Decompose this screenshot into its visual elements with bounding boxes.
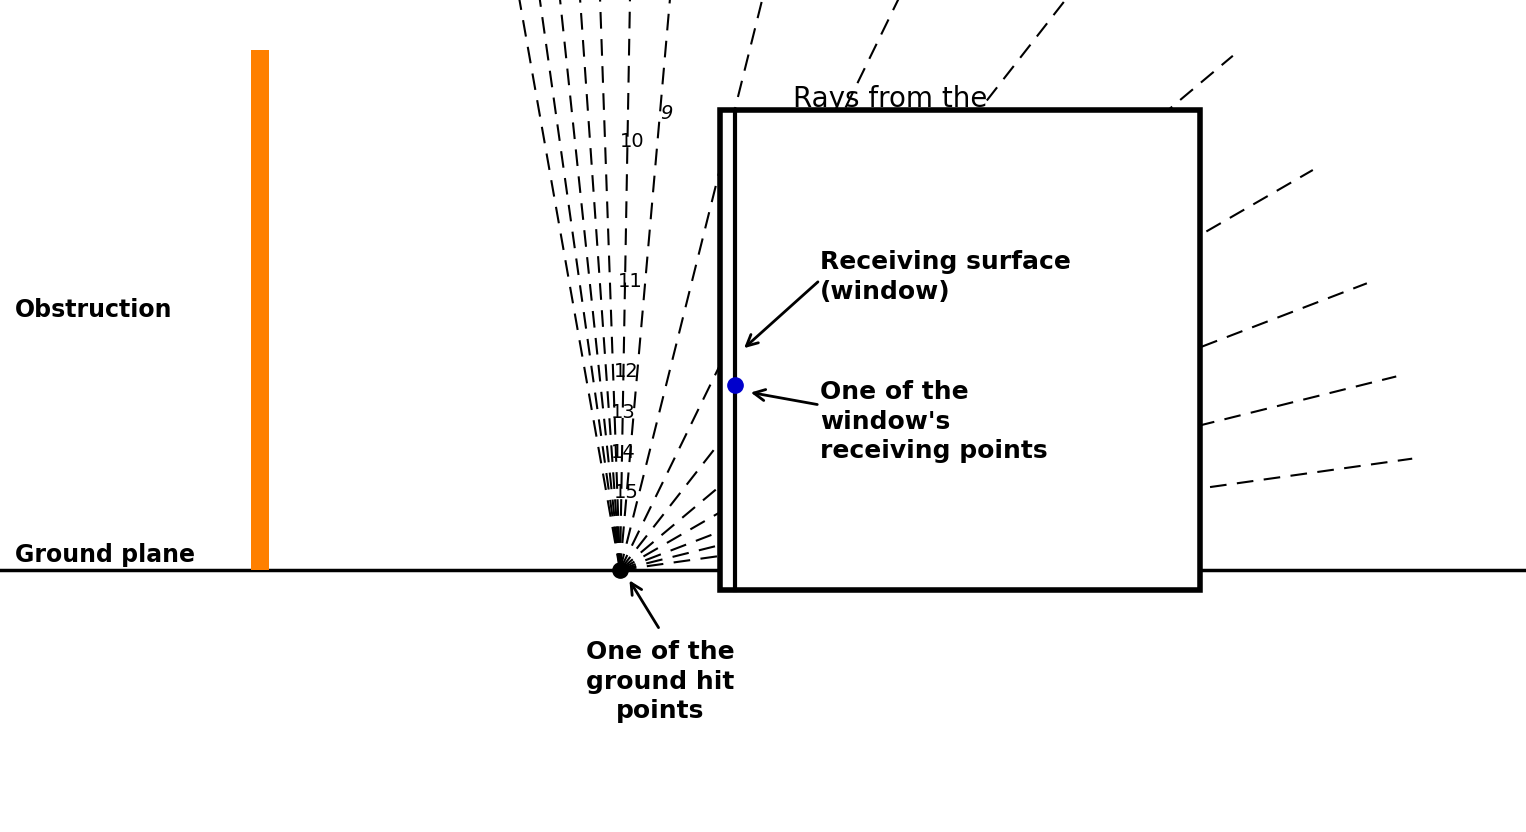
- Text: 15: 15: [613, 483, 639, 503]
- Text: 11: 11: [618, 272, 642, 291]
- Text: 13: 13: [612, 403, 636, 422]
- Text: 8: 8: [728, 145, 740, 164]
- Text: 9: 9: [661, 104, 673, 123]
- Text: 2: 2: [771, 527, 783, 546]
- Text: 14: 14: [612, 443, 636, 462]
- Text: One of the
window's
receiving points: One of the window's receiving points: [819, 380, 1048, 463]
- Text: Rays from the
ground hit point: Rays from the ground hit point: [778, 85, 1001, 147]
- Text: 7: 7: [775, 256, 787, 275]
- Bar: [720, 110, 1199, 590]
- Text: Obstruction: Obstruction: [15, 298, 172, 322]
- Text: 6: 6: [794, 349, 807, 369]
- Text: 12: 12: [613, 363, 639, 382]
- Text: 4: 4: [780, 474, 792, 493]
- Text: 10: 10: [620, 132, 644, 151]
- Text: Receiving surface
(window): Receiving surface (window): [819, 250, 1071, 304]
- Text: 3: 3: [775, 507, 787, 526]
- Text: 1: 1: [758, 544, 771, 563]
- Text: One of the
ground hit
points: One of the ground hit points: [586, 640, 734, 723]
- Text: Ground plane: Ground plane: [15, 543, 195, 567]
- Text: 5: 5: [797, 421, 809, 439]
- Bar: [250, 50, 269, 570]
